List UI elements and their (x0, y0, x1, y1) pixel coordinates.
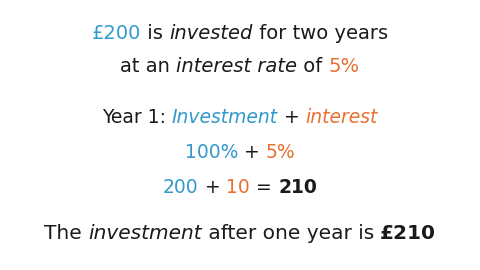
Text: +: + (199, 178, 227, 197)
Text: Year 1:: Year 1: (102, 108, 172, 127)
Text: =: = (250, 178, 278, 197)
Text: interest rate: interest rate (176, 57, 297, 76)
Text: +: + (278, 108, 306, 127)
Text: The: The (44, 224, 88, 243)
Text: +: + (238, 143, 266, 162)
Text: Investment: Investment (172, 108, 278, 127)
Text: 10: 10 (227, 178, 250, 197)
Text: is: is (142, 24, 169, 43)
Text: investment: investment (88, 224, 202, 243)
Text: interest: interest (306, 108, 378, 127)
Text: 5%: 5% (329, 57, 360, 76)
Text: invested: invested (169, 24, 253, 43)
Text: 200: 200 (163, 178, 199, 197)
Text: 210: 210 (278, 178, 317, 197)
Text: at an: at an (120, 57, 176, 76)
Text: 5%: 5% (266, 143, 295, 162)
Text: of: of (297, 57, 329, 76)
Text: 100%: 100% (185, 143, 238, 162)
Text: £210: £210 (380, 224, 436, 243)
Text: after one year is: after one year is (202, 224, 380, 243)
Text: for two years: for two years (253, 24, 388, 43)
Text: £200: £200 (92, 24, 142, 43)
